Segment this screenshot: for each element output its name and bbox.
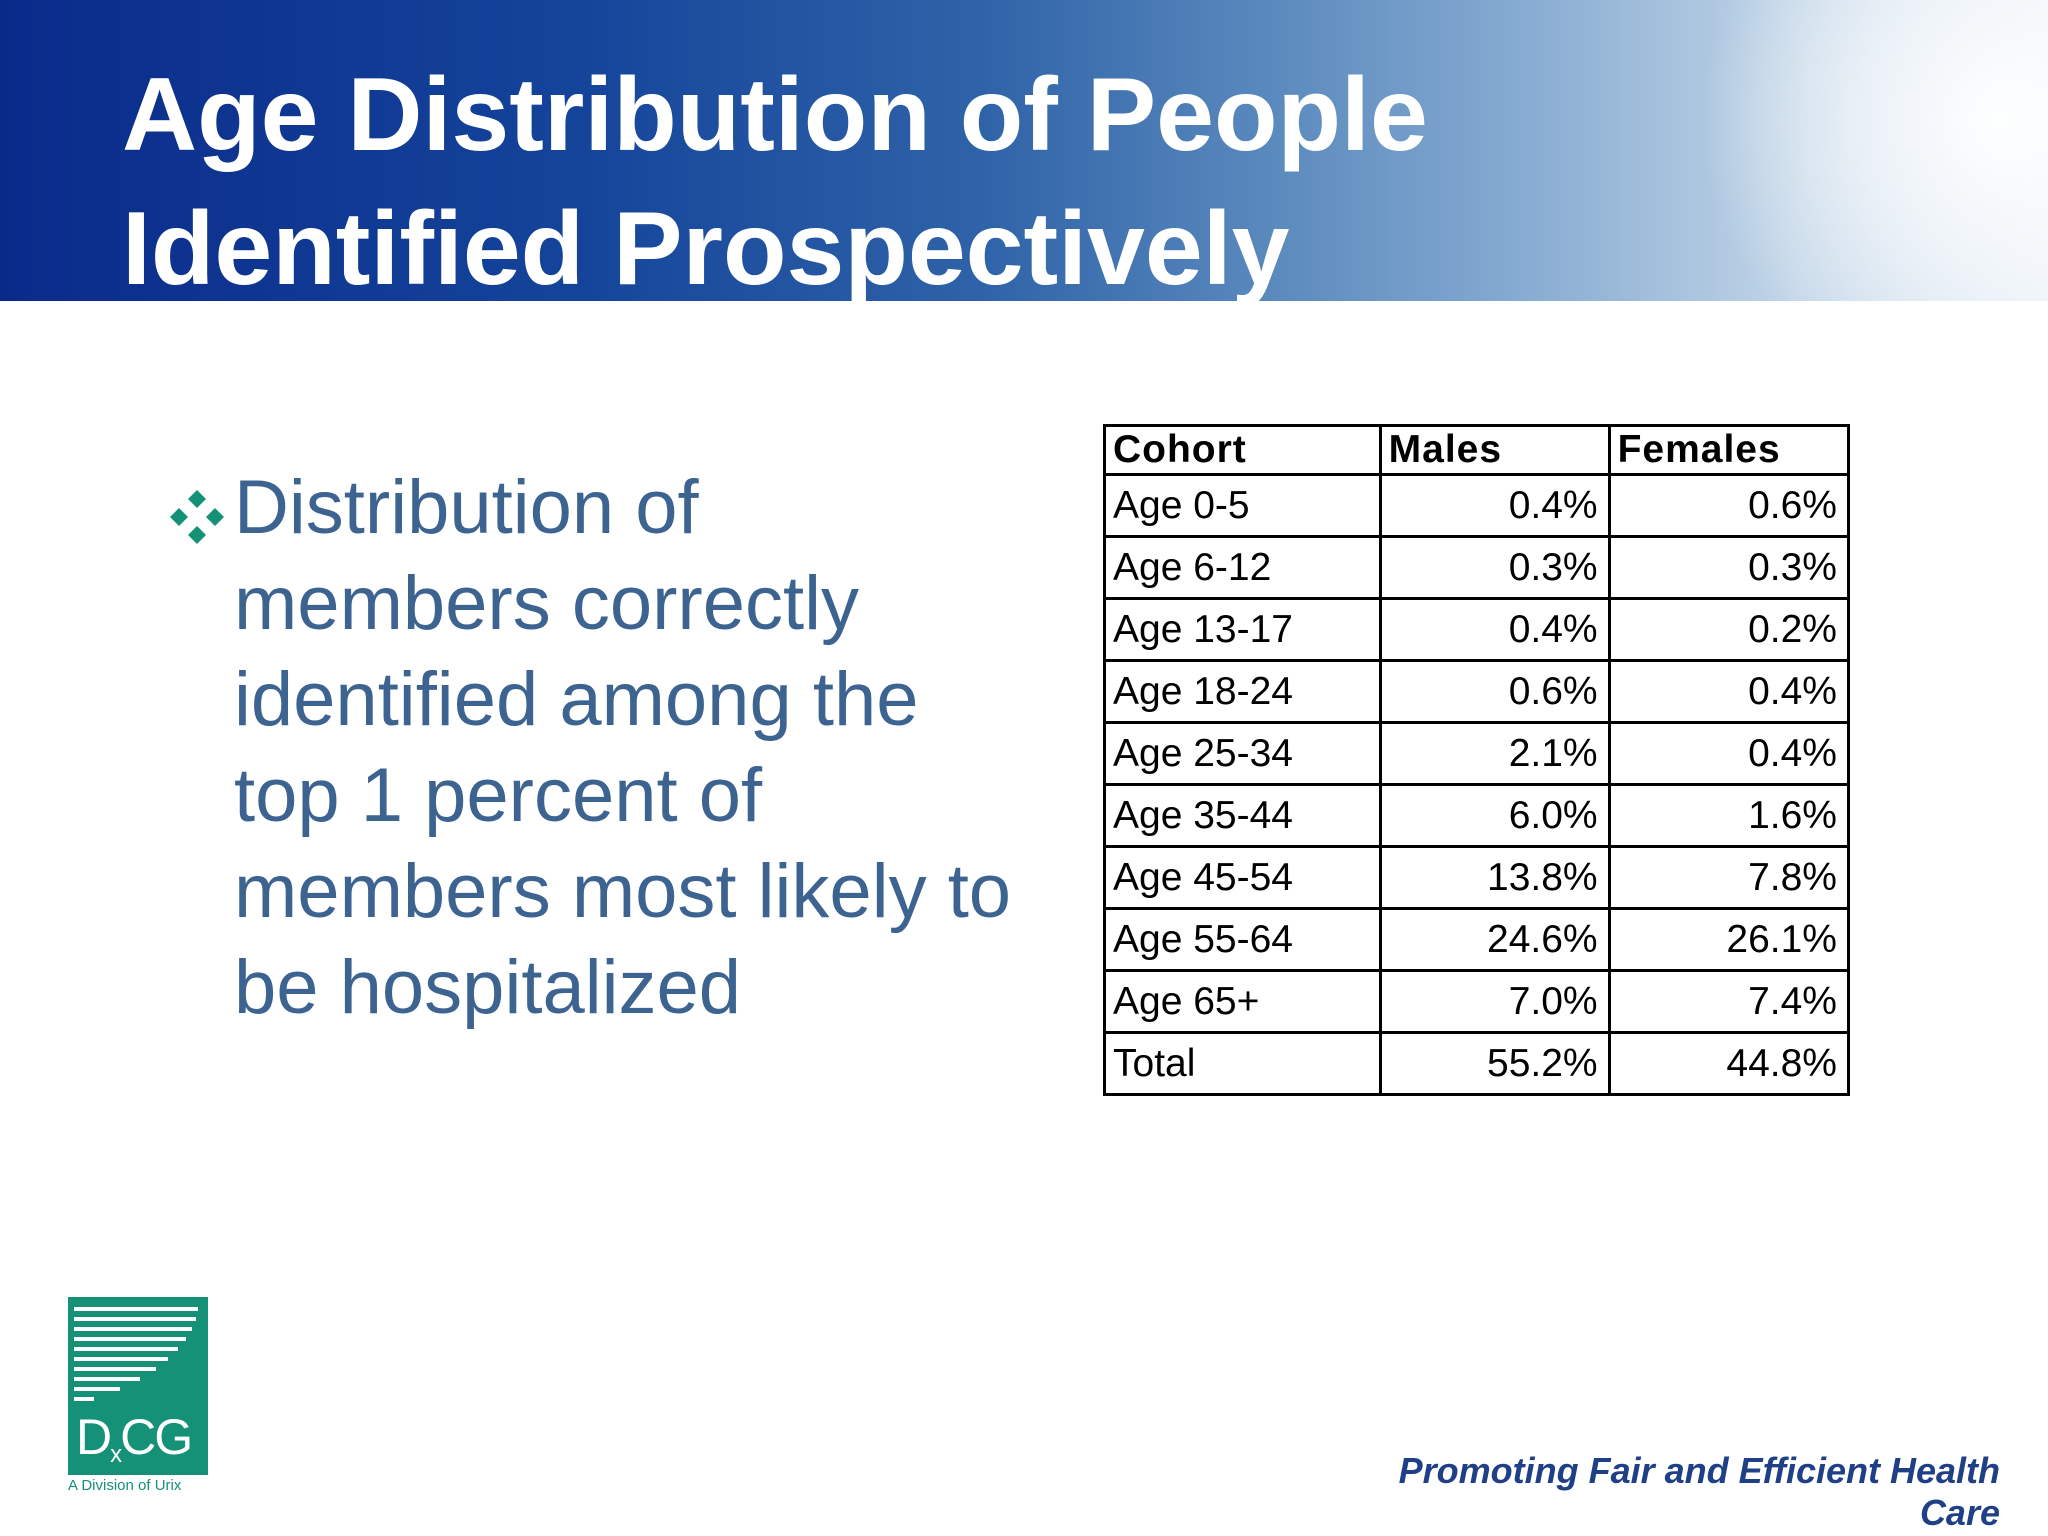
males-cell: 2.1%	[1378, 721, 1611, 786]
table-row: Age 18-24 0.6% 0.4%	[1103, 659, 1851, 724]
slide-header: Age Distribution of People Identified Pr…	[0, 0, 2048, 301]
males-cell: 13.8%	[1378, 845, 1611, 910]
four-diamond-bullet-icon	[170, 490, 224, 544]
females-cell: 7.4%	[1607, 969, 1851, 1034]
cohort-cell: Age 6-12	[1103, 535, 1382, 600]
table-row: Age 6-12 0.3% 0.3%	[1103, 535, 1851, 600]
females-cell: 0.4%	[1607, 721, 1851, 786]
females-cell: 26.1%	[1607, 907, 1851, 972]
cohort-table: Cohort Males Females Age 0-5 0.4% 0.6% A…	[1103, 424, 1851, 1096]
females-cell: 0.4%	[1607, 659, 1851, 724]
females-cell: 7.8%	[1607, 845, 1851, 910]
slide-title: Age Distribution of People Identified Pr…	[122, 57, 1428, 301]
header-light-glow	[1700, 0, 2048, 301]
table-row: Age 25-34 2.1% 0.4%	[1103, 721, 1851, 786]
table-row: Age 35-44 6.0% 1.6%	[1103, 783, 1851, 848]
table-row: Age 0-5 0.4% 0.6%	[1103, 473, 1851, 538]
cohort-cell: Age 18-24	[1103, 659, 1382, 724]
males-cell: 55.2%	[1378, 1031, 1611, 1096]
table-row-total: Total 55.2% 44.8%	[1103, 1031, 1851, 1096]
bullet-text: Distribution of members correctly identi…	[234, 465, 1012, 1030]
females-cell: 0.2%	[1607, 597, 1851, 662]
bullet-point: Distribution of members correctly identi…	[160, 460, 1020, 1036]
males-cell: 0.4%	[1378, 597, 1611, 662]
cohort-cell: Age 13-17	[1103, 597, 1382, 662]
logo-stripes-icon	[74, 1307, 198, 1401]
logo-wordmark-cg: CG	[120, 1409, 193, 1465]
table-header-row: Cohort Males Females	[1103, 424, 1851, 476]
logo-wordmark-x: x	[110, 1441, 122, 1468]
males-cell: 7.0%	[1378, 969, 1611, 1034]
cohort-cell: Age 45-54	[1103, 845, 1382, 910]
cohort-cell: Age 0-5	[1103, 473, 1382, 538]
column-header-females: Females	[1607, 424, 1851, 476]
males-cell: 24.6%	[1378, 907, 1611, 972]
footer-tagline: Promoting Fair and Efficient Health Care	[1398, 1450, 2000, 1533]
table-row: Age 55-64 24.6% 26.1%	[1103, 907, 1851, 972]
females-cell: 1.6%	[1607, 783, 1851, 848]
females-cell: 0.6%	[1607, 473, 1851, 538]
males-cell: 6.0%	[1378, 783, 1611, 848]
column-header-males: Males	[1378, 424, 1611, 476]
logo-wordmark: DxCG	[76, 1409, 193, 1475]
cohort-cell: Age 25-34	[1103, 721, 1382, 786]
males-cell: 0.6%	[1378, 659, 1611, 724]
cohort-cell: Age 35-44	[1103, 783, 1382, 848]
males-cell: 0.3%	[1378, 535, 1611, 600]
cohort-cell: Age 65+	[1103, 969, 1382, 1034]
dxcg-logo: DxCG A Division of Urix	[68, 1297, 208, 1494]
females-cell: 44.8%	[1607, 1031, 1851, 1096]
logo-wordmark-d: D	[76, 1409, 112, 1465]
table-row: Age 13-17 0.4% 0.2%	[1103, 597, 1851, 662]
females-cell: 0.3%	[1607, 535, 1851, 600]
table-row: Age 65+ 7.0% 7.4%	[1103, 969, 1851, 1034]
table-row: Age 45-54 13.8% 7.8%	[1103, 845, 1851, 910]
males-cell: 0.4%	[1378, 473, 1611, 538]
column-header-cohort: Cohort	[1103, 424, 1382, 476]
logo-subtitle: A Division of Urix	[68, 1477, 182, 1494]
logo-box: DxCG	[68, 1297, 208, 1475]
cohort-cell: Total	[1103, 1031, 1382, 1096]
cohort-cell: Age 55-64	[1103, 907, 1382, 972]
